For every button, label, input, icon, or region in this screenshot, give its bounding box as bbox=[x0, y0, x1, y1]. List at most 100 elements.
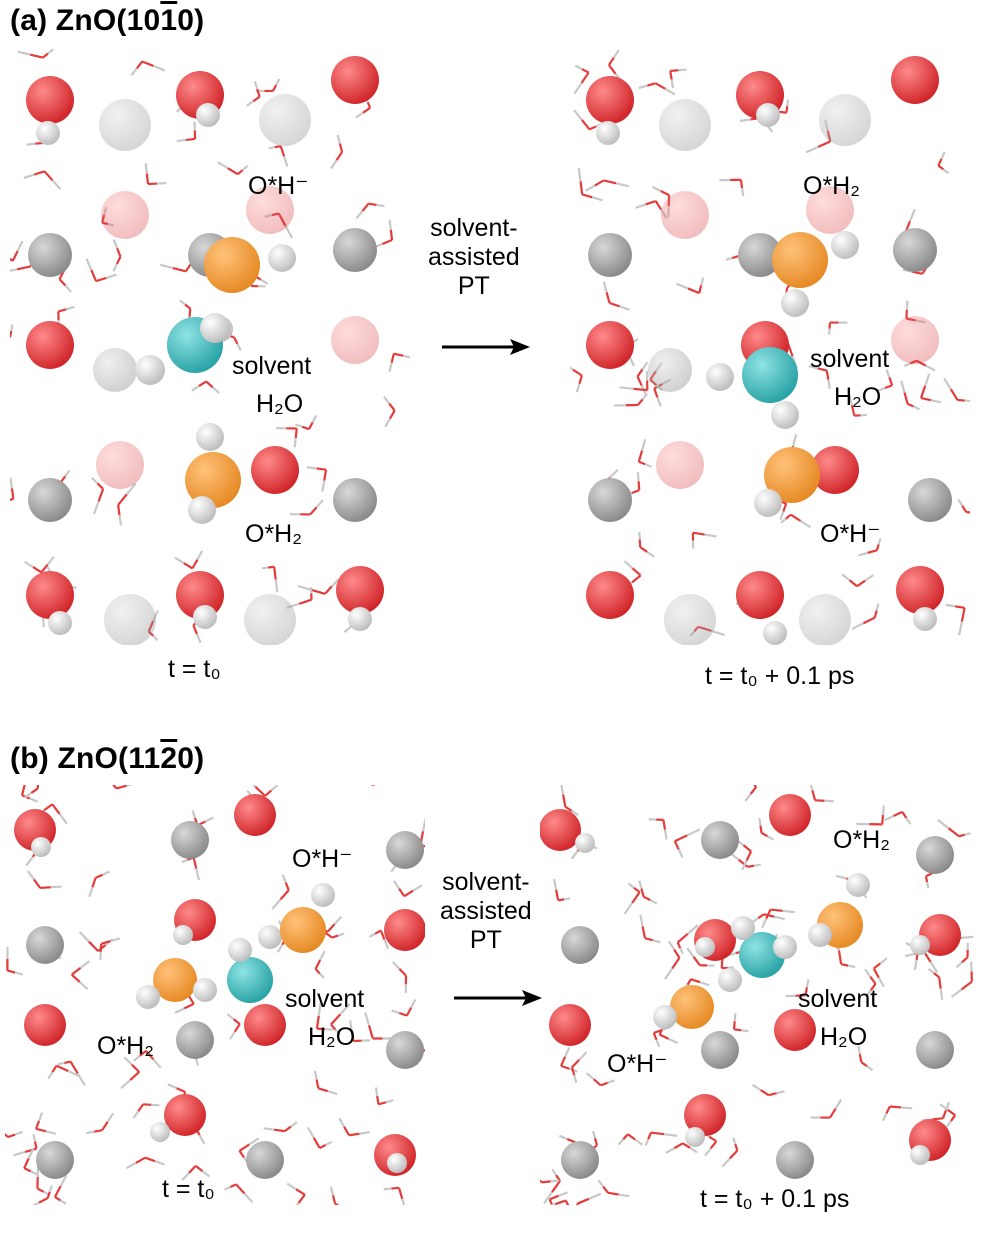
solvent-bond bbox=[43, 803, 54, 812]
panel-b-right-h2o-label: H₂O bbox=[820, 1023, 868, 1051]
panel-b-left-oh2-label: O*H₂ bbox=[97, 1032, 154, 1060]
solvent-bond bbox=[204, 816, 214, 823]
solvent-bond bbox=[543, 1191, 553, 1205]
oxygen-atom bbox=[176, 571, 224, 619]
solvent-bond bbox=[686, 947, 695, 958]
solvent-bond bbox=[26, 870, 35, 881]
solvent-bond bbox=[647, 1132, 652, 1140]
solvent-bond bbox=[631, 489, 640, 495]
solvent-bond bbox=[932, 1117, 944, 1121]
zinc-atom bbox=[776, 1141, 814, 1179]
solvent-bond bbox=[58, 813, 68, 825]
solvent-bond bbox=[652, 1032, 658, 1041]
solvent-bond bbox=[56, 1064, 69, 1073]
solvent-bond bbox=[578, 375, 583, 385]
solvent-bond bbox=[71, 967, 82, 976]
solvent-bond bbox=[20, 785, 26, 796]
oxygen-atom bbox=[806, 186, 854, 234]
solvent-bond bbox=[885, 1106, 891, 1115]
solvent-bond bbox=[26, 142, 36, 146]
oxygen-atom bbox=[246, 186, 294, 234]
solvent-bond bbox=[860, 1061, 868, 1068]
solvent-bond bbox=[961, 935, 974, 939]
solvent-bond bbox=[106, 273, 117, 279]
panel-a-right-time: t = t₀ + 0.1 ps bbox=[705, 662, 855, 690]
solvent-bond bbox=[790, 513, 802, 522]
solvent-bond bbox=[888, 377, 894, 386]
solvent-bond bbox=[708, 1135, 717, 1143]
solvent-bond bbox=[141, 60, 154, 68]
solvent-bond bbox=[13, 1150, 26, 1157]
panel-a-arrow-icon bbox=[442, 339, 530, 355]
solvent-bond bbox=[692, 956, 701, 966]
solvent-bond bbox=[964, 832, 971, 836]
zinc-atom bbox=[561, 926, 599, 964]
solvent-bond bbox=[389, 409, 396, 420]
solvent-bond bbox=[809, 785, 814, 791]
solvent-bond bbox=[293, 437, 297, 448]
solvent-bond bbox=[925, 364, 936, 372]
solvent-bond bbox=[334, 1202, 340, 1205]
solvent-bond bbox=[847, 964, 856, 969]
panel-a-title: (a) ZnO(1010) bbox=[10, 4, 204, 38]
solvent-bond bbox=[237, 169, 244, 176]
solvent-bond bbox=[405, 1007, 413, 1017]
solvent-bond bbox=[307, 421, 314, 430]
solvent-bond bbox=[964, 399, 970, 403]
zinc-atom bbox=[588, 478, 632, 522]
solvent-bond bbox=[805, 145, 819, 154]
solvent-bond bbox=[330, 1023, 337, 1031]
solvent-bond bbox=[927, 967, 935, 974]
solvent-bond bbox=[368, 202, 377, 207]
solvent-bond bbox=[631, 891, 641, 904]
solvent-bond bbox=[580, 119, 591, 131]
oxygen-atom bbox=[96, 441, 144, 489]
solvent-bond bbox=[760, 1089, 770, 1097]
solvent-bond bbox=[676, 282, 689, 290]
solvent-bond bbox=[645, 199, 657, 206]
solvent-bond bbox=[361, 202, 370, 212]
solvent-bond bbox=[48, 1185, 53, 1193]
solvent-bond bbox=[297, 585, 312, 592]
solvent-bond bbox=[641, 361, 649, 370]
panel-b-left-time: t = t₀ bbox=[162, 1175, 215, 1203]
solvent-bond bbox=[233, 336, 239, 345]
solvent-bond bbox=[634, 1138, 644, 1146]
solvent-bond bbox=[125, 1161, 137, 1170]
solvent-bond bbox=[581, 68, 590, 74]
solvent-bond bbox=[333, 916, 343, 925]
solvent-bond bbox=[36, 1187, 45, 1193]
oxygen-atom bbox=[331, 56, 379, 104]
panel-a-arrow-line1: solvent- bbox=[430, 214, 518, 242]
panel-a-left-oh-label: O*H⁻ bbox=[248, 172, 309, 200]
solvent-bond bbox=[112, 785, 118, 790]
solvent-bond bbox=[602, 1185, 609, 1194]
oxygen-atom bbox=[896, 566, 944, 614]
solvent-bond bbox=[24, 792, 32, 799]
solvent-bond bbox=[315, 499, 324, 508]
solvent-bond bbox=[848, 394, 853, 406]
solvent-bond bbox=[858, 1053, 863, 1063]
adsorbed-oxygen-atom bbox=[670, 985, 714, 1029]
solvent-bond bbox=[817, 367, 828, 372]
zinc-atom bbox=[28, 478, 72, 522]
solvent-bond bbox=[653, 388, 659, 398]
solvent-bond bbox=[398, 887, 406, 897]
solvent-bond bbox=[903, 362, 911, 368]
solvent-bond bbox=[64, 1060, 71, 1064]
solvent-bond bbox=[94, 1129, 103, 1133]
solvent-bond bbox=[893, 810, 903, 817]
solvent-bond bbox=[201, 1170, 211, 1178]
solvent-bond bbox=[850, 405, 856, 416]
solvent-bond bbox=[551, 1168, 558, 1176]
solvent-bond bbox=[552, 878, 558, 890]
oxygen-atom bbox=[769, 794, 811, 836]
solvent-bond bbox=[412, 884, 423, 892]
solvent-bond bbox=[609, 468, 619, 479]
solvent-bond bbox=[949, 388, 959, 401]
solvent-bond bbox=[43, 170, 54, 182]
solvent-bond bbox=[7, 969, 16, 974]
solvent-bond bbox=[564, 1047, 571, 1058]
solvent-bond bbox=[40, 563, 49, 574]
panel-a-right-snapshot bbox=[570, 49, 970, 645]
